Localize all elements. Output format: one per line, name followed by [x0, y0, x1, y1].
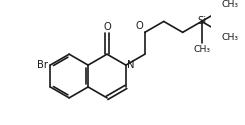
Text: CH₃: CH₃: [221, 34, 238, 42]
Text: Br: Br: [37, 60, 48, 70]
Text: N: N: [127, 60, 135, 70]
Text: O: O: [136, 21, 144, 31]
Text: Si: Si: [197, 16, 206, 26]
Text: CH₃: CH₃: [193, 45, 210, 54]
Text: O: O: [103, 22, 111, 32]
Text: CH₃: CH₃: [221, 0, 238, 9]
